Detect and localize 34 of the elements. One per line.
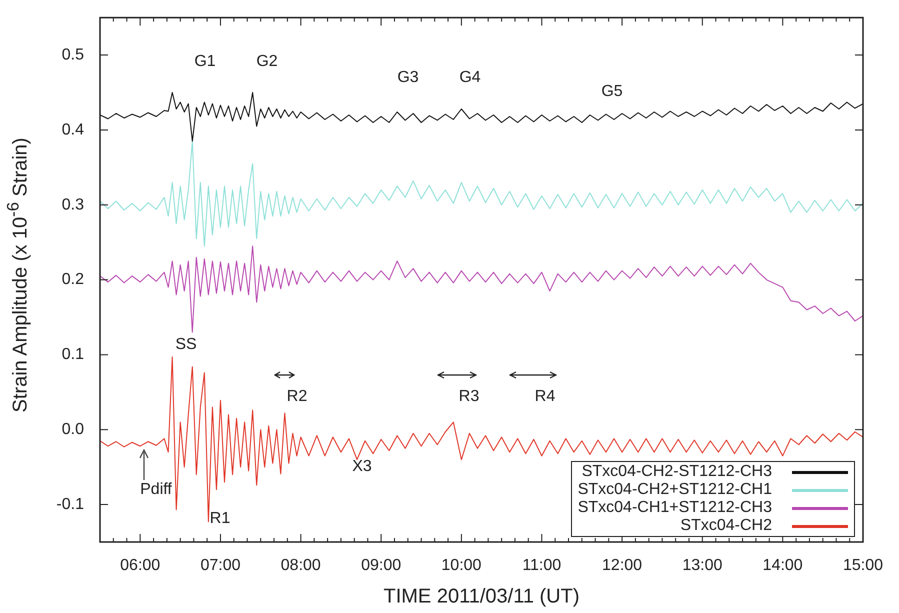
annotation: G3 [397, 69, 419, 87]
y-tick-label: 0.3 [62, 196, 84, 214]
annotation: R1 [210, 510, 230, 528]
x-tick-label: 09:00 [361, 557, 402, 574]
annotation: G5 [601, 83, 623, 101]
annotation: G2 [256, 53, 278, 71]
x-tick-label: 07:00 [200, 557, 241, 574]
annotation: R2 [286, 388, 308, 406]
x-tick-label: 14:00 [762, 557, 803, 574]
annotation: R3 [458, 388, 480, 406]
legend-label: STxc04-CH2+ST1212-CH1 [578, 481, 772, 499]
annotation: R4 [534, 388, 556, 406]
x-tick-label: 11:00 [522, 557, 562, 574]
legend-label: STxc04-CH2-ST1212-CH3 [582, 463, 772, 481]
x-axis-title: TIME 2011/03/11 (UT) [384, 586, 580, 608]
annotation: G1 [194, 53, 216, 71]
annotation: X3 [352, 458, 372, 476]
y-tick-label: -0.1 [56, 496, 84, 513]
x-tick-label: 10:00 [441, 557, 482, 574]
x-tick-label: 08:00 [280, 557, 321, 574]
y-tick-label: 0.5 [62, 46, 84, 64]
legend-label: STxc04-CH1+ST1212-CH3 [578, 499, 772, 517]
y-tick-label: 0.2 [62, 271, 84, 288]
annotation: G4 [459, 69, 481, 87]
x-tick-label: 06:00 [120, 557, 160, 574]
y-tick-label: 0.1 [62, 346, 84, 364]
x-tick-label: 12:00 [602, 557, 642, 574]
x-tick-label: 13:00 [682, 557, 722, 574]
y-tick-label: 0.4 [62, 121, 84, 138]
legend-label: STxc04-CH2 [680, 517, 772, 535]
y-tick-label: 0.0 [62, 421, 84, 438]
annotation: Pdiff [140, 481, 172, 499]
x-tick-label: 15:00 [842, 557, 884, 574]
annotation: SS [175, 336, 197, 354]
